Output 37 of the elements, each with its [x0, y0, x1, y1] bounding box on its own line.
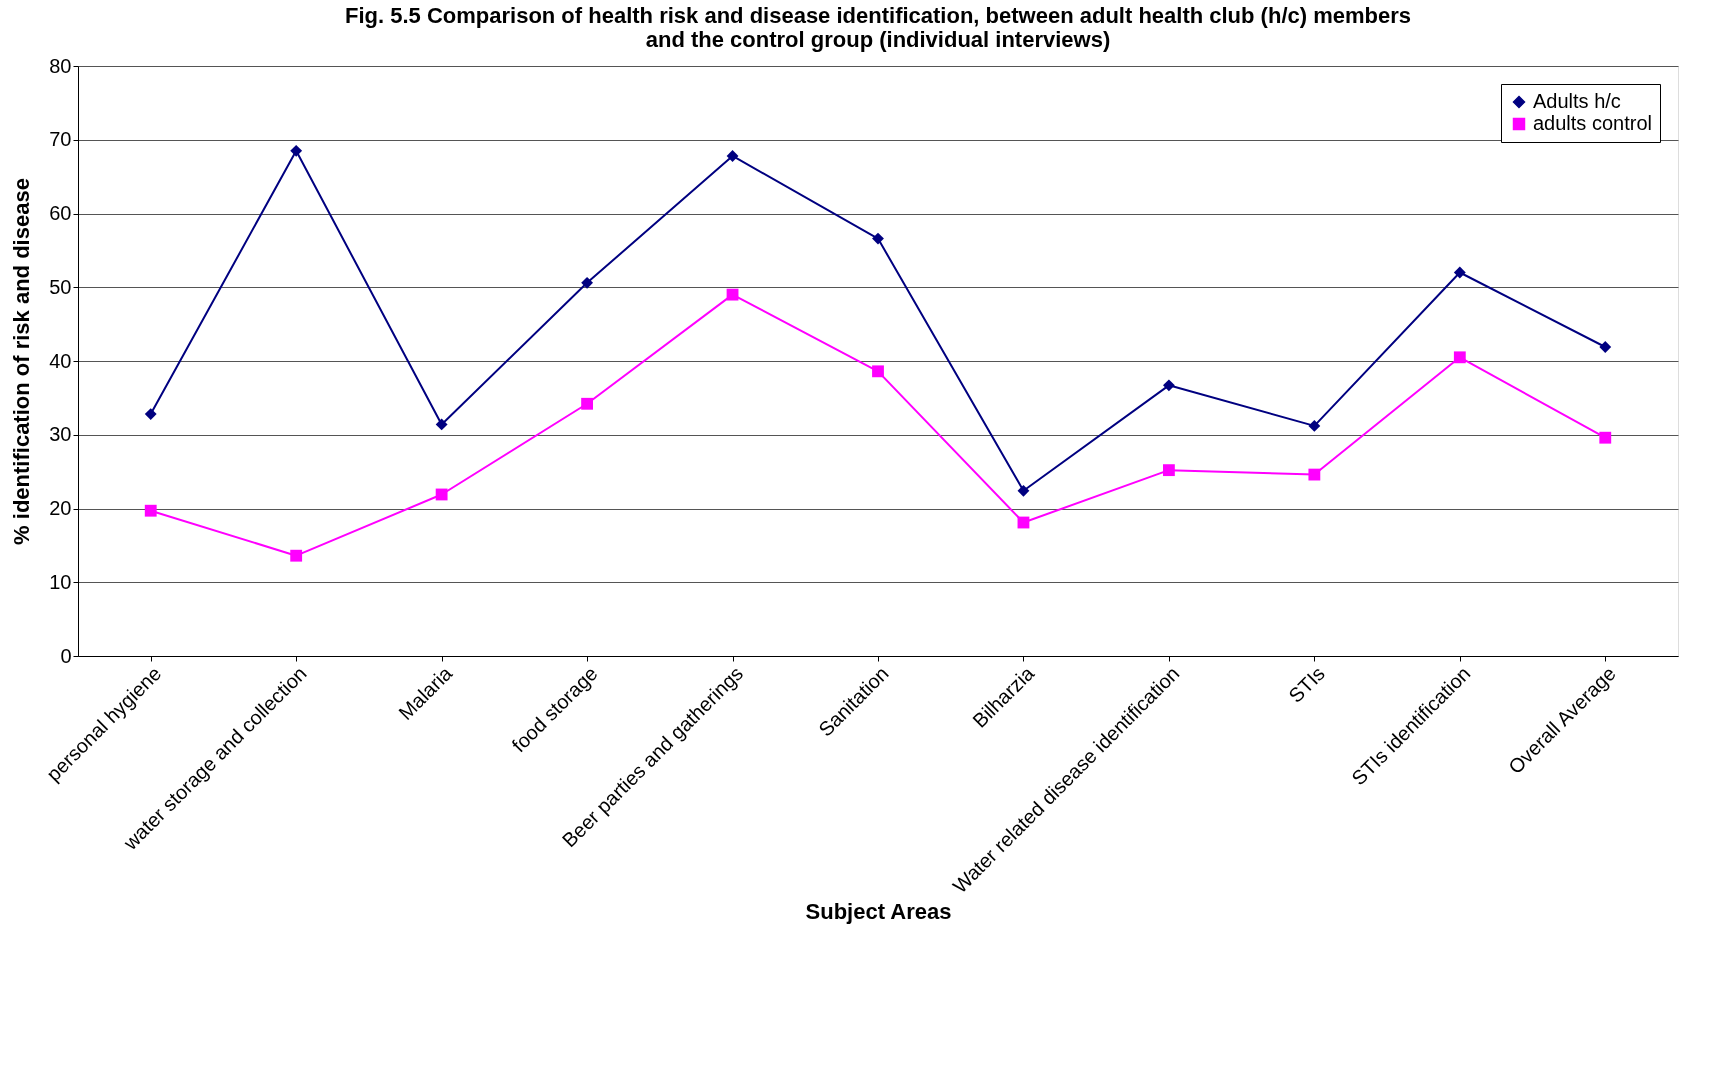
point — [290, 549, 303, 562]
y-axis-title: % identification of risk and disease — [9, 178, 35, 545]
point — [435, 418, 448, 431]
legend-label: Adults h/c — [1533, 90, 1621, 112]
point — [726, 150, 739, 162]
point — [1308, 419, 1321, 432]
point — [1017, 484, 1030, 497]
point — [581, 397, 594, 410]
x-axis-title: Subject Areas — [805, 898, 952, 924]
point — [144, 504, 157, 517]
y-tick-label: 0 — [60, 644, 72, 667]
y-tick-label: 40 — [49, 349, 72, 372]
y-tick-label: 70 — [49, 128, 72, 151]
point — [581, 276, 594, 289]
y-tick-label: 80 — [49, 54, 72, 77]
point — [435, 488, 448, 501]
point — [1599, 431, 1612, 444]
x-tick-label: STIs — [1284, 662, 1330, 707]
point — [872, 232, 884, 245]
legend-label: adults control — [1533, 112, 1652, 134]
point — [726, 288, 739, 301]
y-tick-label: 60 — [49, 202, 72, 224]
y-tick-label: 20 — [49, 497, 72, 519]
text: Fig. 5.5 Comparison of health risk and disease identification, between adult health club (h/c) members — [345, 3, 1411, 28]
point — [872, 365, 884, 378]
point — [1453, 351, 1466, 364]
point — [1599, 341, 1612, 353]
point — [144, 408, 157, 421]
point — [1162, 379, 1175, 392]
point — [1162, 464, 1175, 477]
y-tick-label: 10 — [49, 570, 72, 593]
point — [1453, 266, 1466, 279]
text: and the control group (individual interviews) — [645, 27, 1111, 52]
y-tick-label: 50 — [49, 275, 72, 298]
point — [290, 144, 303, 157]
y-tick-label: 30 — [49, 423, 72, 446]
point — [1308, 468, 1321, 481]
